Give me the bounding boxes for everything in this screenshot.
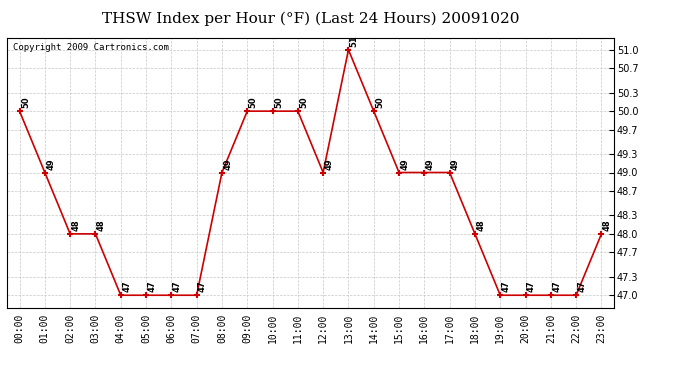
Text: 48: 48: [97, 219, 106, 231]
Text: THSW Index per Hour (°F) (Last 24 Hours) 20091020: THSW Index per Hour (°F) (Last 24 Hours)…: [101, 11, 520, 26]
Text: 49: 49: [324, 158, 333, 170]
Text: 47: 47: [122, 281, 131, 292]
Text: 50: 50: [21, 97, 30, 108]
Text: 49: 49: [426, 158, 435, 170]
Text: 47: 47: [198, 281, 207, 292]
Text: 50: 50: [274, 97, 283, 108]
Text: 49: 49: [400, 158, 409, 170]
Text: 47: 47: [502, 281, 511, 292]
Text: 47: 47: [527, 281, 536, 292]
Text: 47: 47: [148, 281, 157, 292]
Text: 48: 48: [603, 219, 612, 231]
Text: 47: 47: [552, 281, 561, 292]
Text: 49: 49: [451, 158, 460, 170]
Text: 47: 47: [172, 281, 181, 292]
Text: 50: 50: [375, 97, 384, 108]
Text: 48: 48: [72, 219, 81, 231]
Text: Copyright 2009 Cartronics.com: Copyright 2009 Cartronics.com: [13, 43, 169, 52]
Text: 50: 50: [248, 97, 257, 108]
Text: 51: 51: [350, 35, 359, 47]
Text: 49: 49: [224, 158, 233, 170]
Text: 47: 47: [578, 281, 586, 292]
Text: 49: 49: [46, 158, 55, 170]
Text: 48: 48: [476, 219, 485, 231]
Text: 50: 50: [299, 97, 308, 108]
